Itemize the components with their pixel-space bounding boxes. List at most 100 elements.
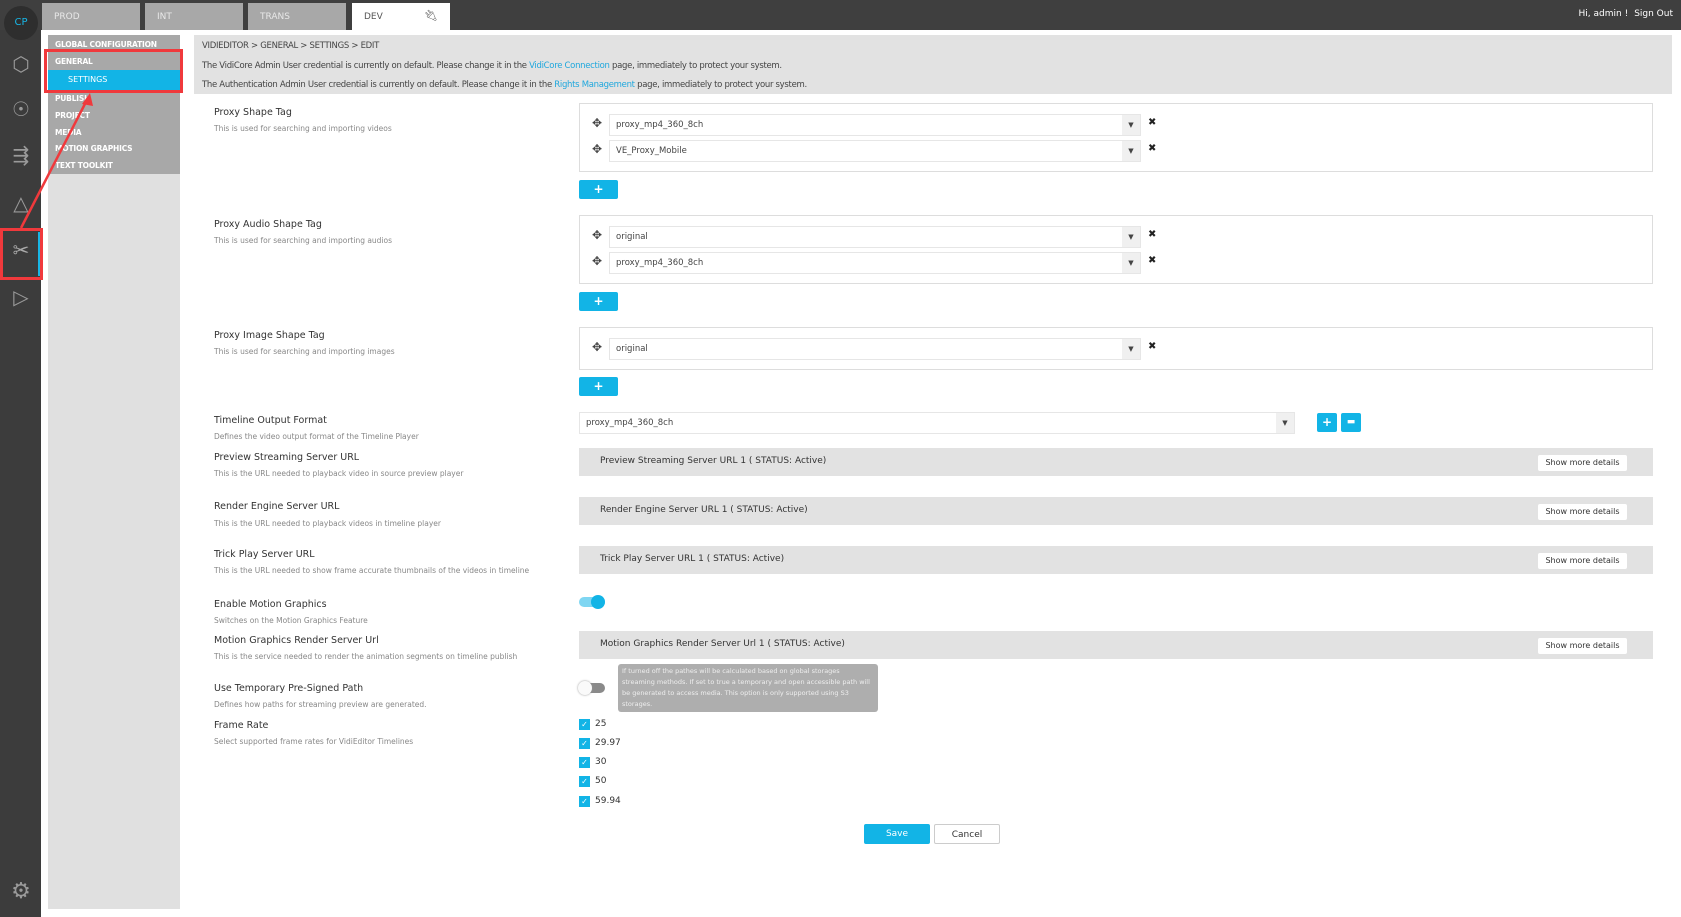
sign-out-link[interactable]: Sign Out — [1634, 9, 1673, 19]
plug-icon[interactable]: 🔌︎ — [424, 9, 438, 22]
tab-dev[interactable]: DEV 🔌︎ — [352, 3, 450, 30]
checkbox-59-94[interactable]: ✓ — [579, 796, 590, 807]
tab-int[interactable]: INT — [145, 3, 243, 30]
checkbox-29-97[interactable]: ✓ — [579, 738, 590, 749]
chevron-down-icon: ▼ — [1122, 253, 1140, 273]
checkbox-25[interactable]: ✓ — [579, 719, 590, 730]
tooltip: If turned off the pathes will be calcula… — [618, 664, 878, 712]
motion-graphics-toggle[interactable] — [579, 595, 605, 609]
remove-icon[interactable]: ✖ — [1148, 143, 1157, 154]
proxy-shape-list: ✥ proxy_mp4_360_8ch ▼ ✖ ✥ VE_Proxy_Mobile ▼ ✖ — [579, 103, 1653, 172]
chevron-down-icon: ▼ — [1122, 115, 1140, 135]
proxy-audio-list: ✥ original ▼ ✖ ✥ proxy_mp4_360_8ch ▼ ✖ — [579, 215, 1653, 284]
remove-icon[interactable]: ✖ — [1148, 229, 1157, 240]
proxy-image-select[interactable]: original ▼ — [609, 338, 1141, 360]
checkbox-label: 50 — [595, 776, 607, 786]
cycle-icon[interactable]: △ — [13, 191, 29, 215]
proxy-shape-select[interactable]: VE_Proxy_Mobile ▼ — [609, 140, 1141, 162]
tab-label: DEV — [364, 12, 383, 22]
annotation-box — [0, 228, 43, 280]
nav-media[interactable]: MEDIA — [55, 128, 82, 137]
field-label: Proxy Audio Shape Tag — [214, 219, 322, 230]
greeting: Hi, admin ! — [1578, 9, 1629, 19]
warning-vidicore: The VidiCore Admin User credential is cu… — [202, 60, 782, 71]
publish-icon[interactable]: ▷ — [13, 285, 29, 309]
checkbox-50[interactable]: ✓ — [579, 776, 590, 787]
field-description: This is the URL needed to playback video… — [214, 519, 441, 528]
field-label: Frame Rate — [214, 720, 269, 731]
field-label: Motion Graphics Render Server Url — [214, 635, 379, 646]
proxy-shape-select[interactable]: proxy_mp4_360_8ch ▼ — [609, 114, 1141, 136]
remove-icon[interactable]: ✖ — [1148, 255, 1157, 266]
cubes-icon[interactable]: ⬡ — [12, 52, 30, 76]
field-description: This is used for searching and importing… — [214, 347, 395, 356]
field-label: Enable Motion Graphics — [214, 599, 327, 610]
field-description: Defines how paths for streaming preview … — [214, 700, 427, 709]
workflow-icon[interactable]: ⇶ — [12, 143, 30, 167]
add-proxy-audio-button[interactable]: + — [579, 292, 618, 311]
motion-url-bar: Motion Graphics Render Server Url 1 ( ST… — [579, 631, 1653, 659]
proxy-audio-select[interactable]: original ▼ — [609, 226, 1141, 248]
nav-settings[interactable]: SETTINGS — [48, 70, 180, 90]
field-label: Preview Streaming Server URL — [214, 452, 360, 463]
show-more-details-button[interactable]: Show more details — [1538, 553, 1627, 569]
chevron-down-icon: ▼ — [1122, 339, 1140, 359]
field-description: Select supported frame rates for VidiEdi… — [214, 737, 414, 746]
drag-handle-icon[interactable]: ✥ — [592, 142, 603, 156]
save-button[interactable]: Save — [864, 824, 930, 844]
nav-global-configuration[interactable]: GLOBAL CONFIGURATION — [55, 40, 157, 49]
vidicore-connection-link[interactable]: VidiCore Connection — [529, 60, 610, 71]
tab-prod[interactable]: PROD — [42, 3, 140, 30]
drag-handle-icon[interactable]: ✥ — [592, 254, 603, 268]
nav-text-toolkit[interactable]: TEXT TOOLKIT — [55, 161, 113, 170]
network-icon[interactable]: ☉ — [12, 97, 30, 121]
add-format-button[interactable]: + — [1317, 413, 1337, 432]
chevron-down-icon: ▼ — [1276, 413, 1294, 433]
field-label: Trick Play Server URL — [214, 549, 315, 560]
annotation-arrow — [19, 93, 93, 229]
warning-auth: The Authentication Admin User credential… — [202, 80, 807, 90]
add-proxy-image-button[interactable]: + — [579, 377, 618, 396]
preview-url-bar: Preview Streaming Server URL 1 ( STATUS:… — [579, 448, 1653, 476]
folder-icon[interactable]: ▬ — [1341, 413, 1361, 432]
nav-publish[interactable]: PUBLISH — [55, 94, 91, 103]
logo[interactable]: CP — [4, 6, 38, 40]
user-area: Hi, admin ! Sign Out — [1573, 9, 1673, 19]
show-more-details-button[interactable]: Show more details — [1538, 455, 1627, 471]
timeline-format-select[interactable]: proxy_mp4_360_8ch ▼ — [579, 412, 1295, 434]
nav-motion-graphics[interactable]: MOTION GRAPHICS — [55, 144, 133, 153]
checkbox-30[interactable]: ✓ — [579, 757, 590, 768]
rights-management-link[interactable]: Rights Management — [554, 80, 635, 90]
annotation-box — [44, 49, 183, 93]
drag-handle-icon[interactable]: ✥ — [592, 340, 603, 354]
field-description: Defines the video output format of the T… — [214, 432, 419, 441]
add-proxy-shape-button[interactable]: + — [579, 180, 618, 199]
nav-items — [48, 35, 180, 174]
remove-icon[interactable]: ✖ — [1148, 117, 1157, 128]
icon-rail — [0, 30, 41, 917]
show-more-details-button[interactable]: Show more details — [1538, 504, 1627, 520]
nav-sidebar — [48, 35, 180, 909]
remove-icon[interactable]: ✖ — [1148, 341, 1157, 352]
nav-general[interactable]: GENERAL — [55, 57, 93, 66]
breadcrumb: VIDIEDITOR > GENERAL > SETTINGS > EDIT — [202, 41, 380, 51]
show-more-details-button[interactable]: Show more details — [1538, 638, 1627, 654]
editor-icon[interactable]: ✂ — [12, 238, 30, 262]
field-description: This is the URL needed to show frame acc… — [214, 566, 530, 575]
field-label: Proxy Image Shape Tag — [214, 330, 325, 341]
gear-icon[interactable]: ⚙ — [11, 879, 31, 904]
checkbox-label: 30 — [595, 757, 607, 767]
field-label: Render Engine Server URL — [214, 501, 340, 512]
chevron-down-icon: ▼ — [1122, 227, 1140, 247]
proxy-audio-select[interactable]: proxy_mp4_360_8ch ▼ — [609, 252, 1141, 274]
tab-trans[interactable]: TRANS — [248, 3, 346, 30]
nav-project[interactable]: PROJECT — [55, 111, 90, 120]
field-description: This is used for searching and importing… — [214, 236, 393, 245]
cancel-button[interactable]: Cancel — [934, 824, 1000, 844]
checkbox-label: 29.97 — [595, 738, 621, 748]
page-header: VIDIEDITOR > GENERAL > SETTINGS > EDIT T… — [194, 35, 1672, 94]
drag-handle-icon[interactable]: ✥ — [592, 116, 603, 130]
chevron-down-icon: ▼ — [1122, 141, 1140, 161]
drag-handle-icon[interactable]: ✥ — [592, 228, 603, 242]
presigned-path-toggle[interactable] — [578, 681, 605, 695]
